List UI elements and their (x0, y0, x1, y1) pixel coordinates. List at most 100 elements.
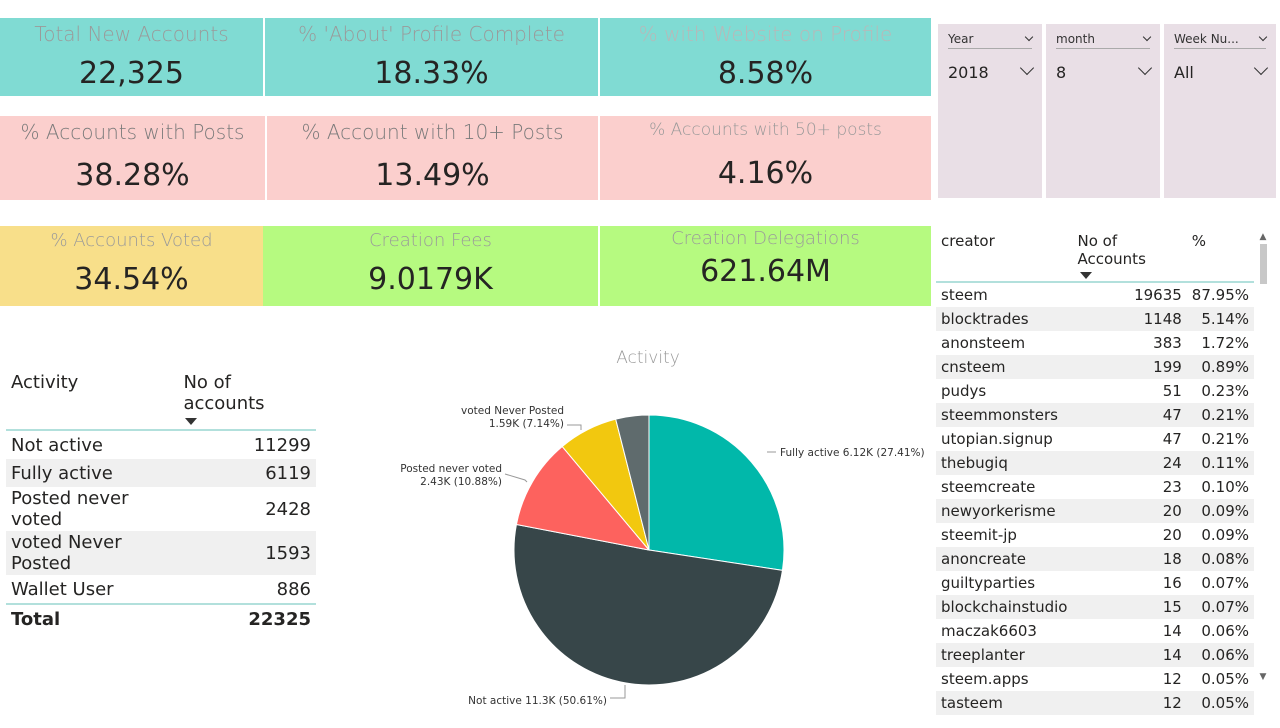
table-row[interactable]: Not active 11299 (6, 430, 316, 459)
table-row[interactable]: Wallet User 886 (6, 575, 316, 604)
cell-count: 12 (1162, 670, 1182, 688)
kpi-value: 621.64M (700, 254, 831, 289)
kpi-label: Creation Fees (369, 230, 492, 251)
cell-percent: 0.09% (1201, 526, 1249, 544)
table-row[interactable]: maczak6603 14 0.06% (936, 619, 1254, 643)
cell-creator: blocktrades (936, 307, 1073, 331)
cell-count: 886 (276, 578, 311, 600)
scrollbar-thumb[interactable] (1259, 244, 1267, 284)
cell-creator: utopian.signup (941, 430, 1053, 448)
kpi-total-new-accounts: Total New Accounts 22,325 (0, 18, 263, 96)
cell-percent: 0.06% (1201, 622, 1249, 640)
cell-count: 12 (1072, 691, 1187, 715)
slicer-month[interactable]: month 8 (1046, 24, 1160, 198)
table-row[interactable]: anoncreate 18 0.08% (936, 547, 1254, 571)
kpi-label: % Accounts Voted (50, 230, 213, 251)
table-row[interactable]: pudys 51 0.23% (936, 379, 1254, 403)
cell-percent: 0.09% (1186, 499, 1254, 523)
slicer-title: Year (948, 32, 1034, 49)
slicer-dropdown[interactable]: 2018 (948, 60, 1035, 82)
table-row[interactable]: blocktrades 1148 5.14% (936, 307, 1254, 331)
table-row[interactable]: tasteem 12 0.05% (936, 691, 1254, 715)
cell-activity: Posted never voted (11, 488, 129, 530)
table-row[interactable]: utopian.signup 47 0.21% (936, 427, 1254, 451)
cell-percent: 0.21% (1201, 430, 1249, 448)
kpi-value: 34.54% (74, 262, 189, 297)
cell-count: 18 (1072, 547, 1187, 571)
sort-descending-icon (1079, 272, 1092, 279)
cell-creator: steemmonsters (936, 403, 1073, 427)
table-row[interactable]: treeplanter 14 0.06% (936, 643, 1254, 667)
kpi-value: 18.33% (374, 56, 489, 91)
column-header-creator[interactable]: creator (936, 228, 1073, 283)
column-header-no-of-accounts[interactable]: No of Accounts (1072, 228, 1187, 283)
kpi-value: 22,325 (79, 56, 184, 91)
cell-count: 16 (1162, 574, 1182, 592)
table-row[interactable]: steemmonsters 47 0.21% (936, 403, 1254, 427)
kpi-posts50: % Accounts with 50+ posts 4.16% (600, 116, 931, 200)
pie-slice-posted-never-voted[interactable] (515, 445, 651, 551)
table-row[interactable]: Posted never voted 2428 (6, 487, 316, 531)
activity-pie-chart[interactable]: Fully active 6.12K (27.41%) voted Never … (380, 380, 930, 710)
cell-percent: 0.05% (1186, 691, 1254, 715)
kpi-creation-fees: Creation Fees 9.0179K (263, 226, 598, 306)
slicer-week[interactable]: Week Nu... All (1164, 24, 1276, 198)
cell-percent: 0.07% (1201, 574, 1249, 592)
chevron-down-icon (1258, 32, 1268, 42)
cell-count: 15 (1072, 595, 1187, 619)
column-header-activity[interactable]: Activity (6, 368, 179, 431)
column-header-percent[interactable]: % (1186, 228, 1254, 283)
kpi-creation-delegations: Creation Delegations 621.64M (600, 226, 931, 306)
cell-count: 47 (1162, 430, 1182, 448)
kpi-value: 13.49% (375, 158, 490, 193)
kpi-label: % 'About' Profile Complete (298, 22, 565, 46)
table-row[interactable]: cnsteem 199 0.89% (936, 355, 1254, 379)
table-row[interactable]: guiltyparties 16 0.07% (936, 571, 1254, 595)
pie-label-posted-never-voted: Posted never voted (400, 463, 502, 475)
scroll-up-icon[interactable]: ▲ (1259, 232, 1267, 242)
column-header-no-of-accounts[interactable]: No of accounts (178, 368, 316, 431)
kpi-website: % with Website on Profile 8.58% (600, 18, 931, 96)
kpi-label: % Account with 10+ Posts (301, 120, 564, 144)
cell-count: 47 (1072, 403, 1187, 427)
cell-count: 24 (1072, 451, 1187, 475)
sort-descending-icon (185, 418, 198, 425)
slicer-dropdown[interactable]: 8 (1056, 60, 1153, 82)
table-row[interactable]: newyorkerisme 20 0.09% (936, 499, 1254, 523)
kpi-value: 4.16% (717, 156, 814, 191)
chevron-down-icon (1137, 60, 1153, 76)
cell-count: 20 (1162, 526, 1182, 544)
table-row[interactable]: Fully active 6119 (6, 459, 316, 487)
cell-creator: tasteem (936, 691, 1073, 715)
cell-creator: thebugiq (936, 451, 1073, 475)
table-row[interactable]: blockchainstudio 15 0.07% (936, 595, 1254, 619)
cell-creator: guiltyparties (941, 574, 1036, 592)
cell-percent: 1.72% (1201, 334, 1249, 352)
kpi-label: Creation Delegations (671, 228, 860, 249)
cell-creator: blockchainstudio (936, 595, 1073, 619)
cell-count: 383 (1153, 334, 1182, 352)
pie-slice-wallet-user[interactable] (615, 414, 650, 551)
table-row[interactable]: thebugiq 24 0.11% (936, 451, 1254, 475)
table-row[interactable]: steemcreate 23 0.10% (936, 475, 1254, 499)
slicer-year[interactable]: Year 2018 (938, 24, 1042, 198)
vertical-scrollbar[interactable]: ▲ ▼ (1258, 232, 1268, 682)
kpi-value: 8.58% (717, 56, 814, 91)
pie-slice-not-active[interactable] (513, 523, 784, 686)
scroll-down-icon[interactable]: ▼ (1259, 672, 1267, 682)
table-row[interactable]: steemit-jp 20 0.09% (936, 523, 1254, 547)
table-row[interactable]: anonsteem 383 1.72% (936, 331, 1254, 355)
slicer-dropdown[interactable]: All (1174, 60, 1269, 82)
cell-creator: steem (941, 286, 988, 304)
table-row[interactable]: steem.apps 12 0.05% (936, 667, 1254, 691)
cell-creator: newyorkerisme (936, 499, 1073, 523)
kpi-label: % with Website on Profile (638, 22, 893, 46)
cell-activity: Wallet User (11, 578, 114, 600)
pie-slice-fully-active[interactable] (648, 414, 785, 571)
table-row[interactable]: steem 19635 87.95% (936, 282, 1254, 307)
kpi-posts10: % Account with 10+ Posts 13.49% (267, 116, 598, 200)
kpi-voted: % Accounts Voted 34.54% (0, 226, 263, 306)
cell-count: 1593 (178, 531, 316, 575)
chevron-down-icon (1253, 60, 1269, 76)
table-row[interactable]: voted Never Posted 1593 (6, 531, 316, 575)
